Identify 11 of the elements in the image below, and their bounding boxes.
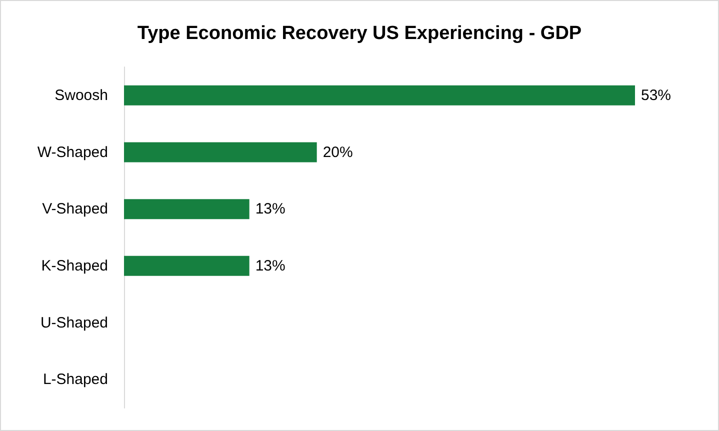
data-label: 20% — [322, 144, 353, 161]
data-label: 13% — [255, 257, 286, 274]
y-tick-label: W-Shaped — [37, 144, 108, 161]
y-tick-label: V-Shaped — [42, 200, 108, 218]
data-label: 53% — [641, 86, 672, 104]
data-label: 13% — [255, 200, 286, 218]
y-tick-label: K-Shaped — [41, 257, 108, 274]
y-tick-label: Swoosh — [54, 86, 108, 104]
y-tick-label: L-Shaped — [42, 371, 108, 388]
chart-title: Type Economic Recovery US Experiencing - GDP — [137, 23, 582, 44]
y-tick-label: U-Shaped — [40, 314, 108, 332]
